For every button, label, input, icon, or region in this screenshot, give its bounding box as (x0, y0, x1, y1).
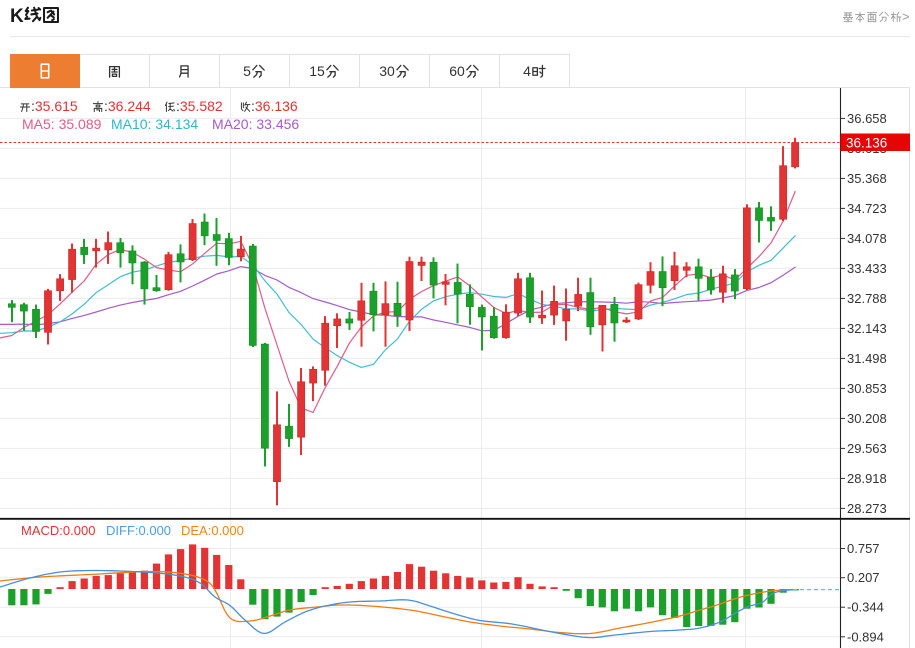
svg-text:30.208: 30.208 (847, 411, 887, 426)
svg-text:28.273: 28.273 (847, 501, 887, 516)
svg-text:34.723: 34.723 (847, 201, 887, 216)
svg-text:28.918: 28.918 (847, 471, 887, 486)
svg-text:33.433: 33.433 (847, 261, 887, 276)
svg-text:0.757: 0.757 (847, 541, 880, 556)
svg-text:30.853: 30.853 (847, 381, 887, 396)
svg-text:35.368: 35.368 (847, 171, 887, 186)
svg-text:36.658: 36.658 (847, 111, 887, 126)
svg-text:-0.894: -0.894 (847, 629, 884, 644)
svg-text:-0.344: -0.344 (847, 600, 884, 615)
svg-text:36.136: 36.136 (846, 136, 887, 151)
svg-text:29.563: 29.563 (847, 441, 887, 456)
svg-text:34.078: 34.078 (847, 231, 887, 246)
svg-text:32.143: 32.143 (847, 321, 887, 336)
svg-text:0.207: 0.207 (847, 570, 880, 585)
svg-text:32.788: 32.788 (847, 291, 887, 306)
svg-text:31.498: 31.498 (847, 351, 887, 366)
